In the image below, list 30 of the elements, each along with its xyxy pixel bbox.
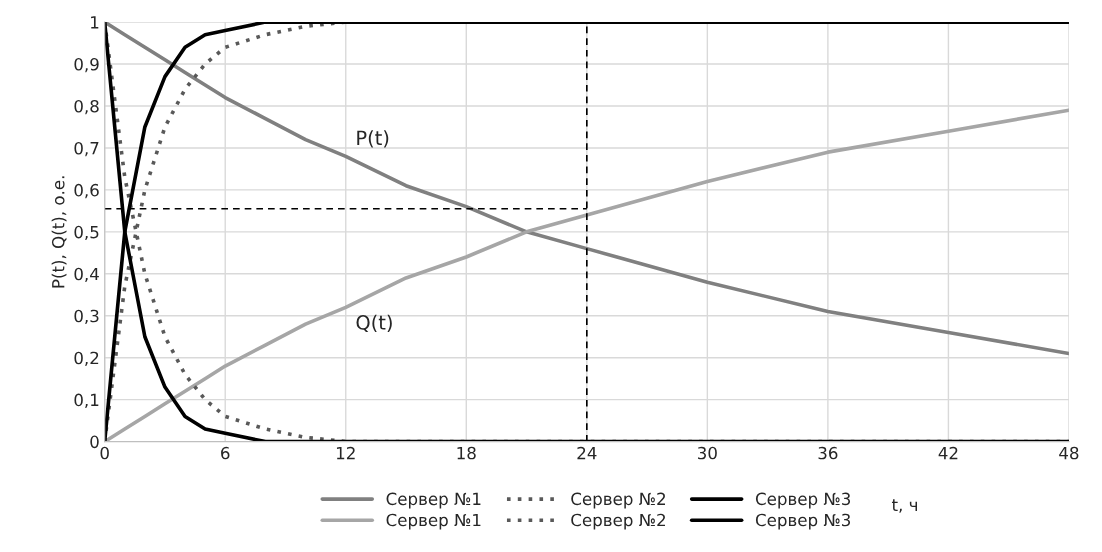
- x-tick-label: 24: [577, 446, 597, 460]
- x-tick-label: 30: [698, 446, 717, 460]
- annotation: Q(t): [356, 314, 392, 333]
- x-axis-title: t, ч: [891, 499, 917, 513]
- legend-label: Сервер №2: [571, 492, 665, 509]
- x-tick-label: 12: [336, 446, 355, 460]
- x-tick-label: 42: [938, 446, 958, 460]
- y-axis-title: P(t), Q(t), о.е.: [51, 176, 67, 288]
- y-tick-label: 0,3: [74, 309, 99, 325]
- x-tick-label: 36: [818, 446, 838, 460]
- y-tick-label: 0,2: [74, 351, 99, 366]
- x-tick-label: 48: [1059, 446, 1079, 460]
- y-tick-label: 0,1: [74, 393, 99, 408]
- legend-label: Сервер №3: [755, 492, 851, 509]
- x-tick-label: 0: [100, 446, 109, 460]
- y-tick-label: 1: [91, 16, 99, 29]
- annotation: P(t): [357, 130, 389, 148]
- y-tick-label: 0,9: [74, 57, 99, 73]
- x-tick-label: 18: [457, 446, 476, 460]
- y-tick-label: 0,6: [74, 183, 99, 199]
- y-tick-label: 0,5: [74, 225, 99, 241]
- legend-label: Сервер №2: [571, 513, 665, 530]
- x-tick-label: 6: [221, 446, 230, 460]
- legend-label: Сервер №1: [386, 492, 481, 509]
- legend-label: Сервер №3: [755, 513, 851, 530]
- y-tick-label: 0,8: [74, 99, 99, 115]
- y-tick-label: 0: [90, 435, 99, 449]
- y-tick-label: 0,4: [74, 267, 99, 283]
- legend-label: Сервер №1: [386, 513, 481, 530]
- y-tick-label: 0,7: [74, 141, 99, 157]
